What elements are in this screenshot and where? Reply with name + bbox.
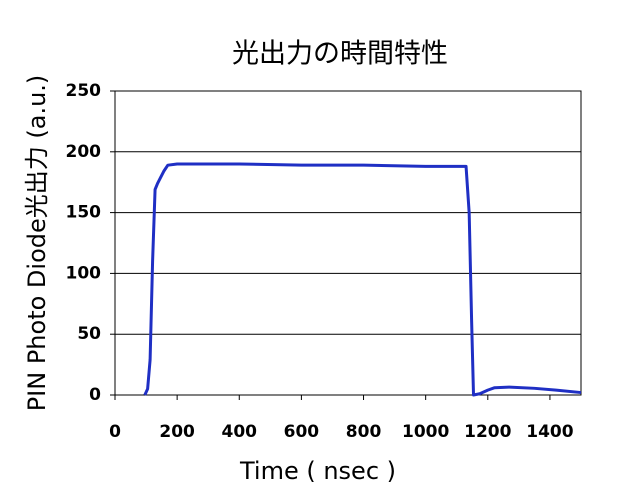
data-line <box>143 162 582 397</box>
x-tick-label: 1400 <box>526 422 573 442</box>
y-tick-label: 0 <box>89 385 101 405</box>
x-tick-label: 400 <box>222 422 258 442</box>
y-axis-label: PIN Photo Diode光出力 (a.u.) <box>23 75 51 412</box>
y-tick-label: 50 <box>77 324 101 344</box>
y-tick-label: 150 <box>66 203 102 223</box>
x-tick-label: 200 <box>159 422 195 442</box>
x-tick-label: 0 <box>109 422 121 442</box>
x-tick-label: 800 <box>346 422 382 442</box>
x-tick-label: 1200 <box>464 422 511 442</box>
x-tick-label: 1000 <box>402 422 449 442</box>
plot-frame <box>114 90 582 396</box>
x-tick-label: 600 <box>284 422 320 442</box>
y-tick-label: 250 <box>66 81 102 101</box>
y-tick-label: 200 <box>66 142 102 162</box>
y-tick-label: 100 <box>66 263 102 283</box>
x-axis-label: Time ( nsec ) <box>239 457 396 485</box>
chart-title: 光出力の時間特性 <box>232 39 448 70</box>
